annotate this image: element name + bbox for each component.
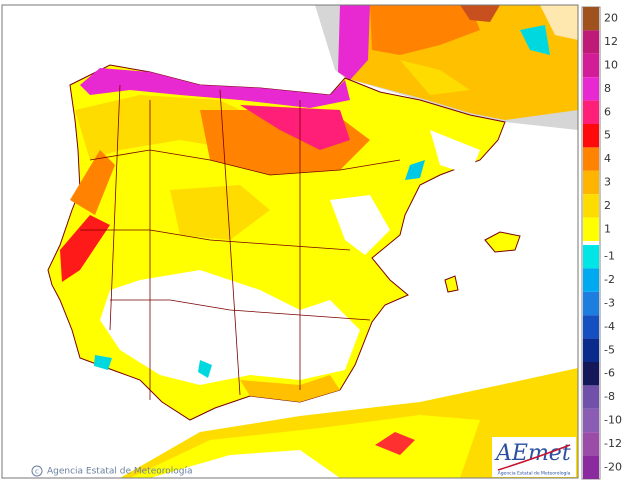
anomaly-area [330, 195, 390, 255]
legend-label: 12 [604, 35, 618, 48]
anomaly-area [405, 160, 425, 180]
legend-swatch [583, 291, 599, 316]
legend-label: -5 [604, 343, 615, 356]
anomaly-area [430, 130, 480, 175]
copyright-icon [31, 465, 43, 477]
legend-label: 8 [604, 82, 611, 95]
anomaly-area [240, 105, 350, 150]
legend-label: -4 [604, 320, 615, 333]
credit-text: Agencia Estatal de Meteorología [47, 467, 193, 477]
legend-label: 2 [604, 199, 611, 212]
legend-swatch [583, 245, 599, 269]
legend-label: -8 [604, 390, 615, 403]
legend-swatch [583, 53, 599, 78]
legend-swatch [583, 455, 599, 479]
anomaly-area [520, 25, 550, 55]
legend-swatch [583, 217, 599, 241]
legend-swatch [583, 338, 599, 362]
legend-label: 5 [604, 129, 611, 142]
anomaly-area [60, 215, 110, 282]
legend-swatch [583, 408, 599, 433]
copyright-icon-letter: c [35, 468, 39, 476]
legend-swatch [583, 315, 599, 339]
logo-background [492, 437, 576, 477]
legend-swatch [583, 170, 599, 195]
legend-label: 20 [604, 12, 618, 25]
logo-swoosh [497, 444, 571, 471]
legend-swatch [583, 432, 599, 456]
legend-label: 1 [604, 222, 611, 235]
anomaly-area [460, 5, 500, 22]
anomaly-area [94, 355, 112, 370]
anomaly-area [240, 375, 340, 402]
legend-label: -1 [604, 250, 615, 263]
legend-label: 4 [604, 152, 611, 165]
anomaly-area [375, 432, 415, 455]
legend-swatch [583, 100, 599, 124]
legend-label: -20 [604, 460, 622, 473]
credit: c Agencia Estatal de Meteorología [31, 465, 193, 477]
anomaly-area [338, 5, 370, 80]
anomaly-area [170, 185, 270, 240]
land-balearic [484, 231, 521, 253]
legend-swatch [583, 147, 599, 171]
legend-swatch [583, 268, 599, 292]
legend-label: 6 [604, 105, 611, 118]
legend-swatch [583, 385, 599, 409]
legend-label: -12 [604, 437, 622, 450]
anomaly-area [70, 150, 115, 215]
legend-label: -6 [604, 367, 615, 380]
legend: 20 12 10 8 6 5 4 3 2 1 -1 -2 -3 -4 -5 -6 -8 -10 -12 -20 [581, 6, 622, 480]
anomaly-area [540, 5, 578, 40]
anomaly-area [150, 450, 340, 478]
logo: AEmet Agencia Estatal de Meteorología [492, 437, 576, 477]
logo-name: AEmet [494, 441, 571, 466]
legend-swatch [583, 362, 599, 386]
map-frame [1, 4, 579, 479]
borders [80, 84, 401, 400]
legend-label: -2 [604, 273, 615, 286]
legend-swatch [583, 124, 599, 148]
legend-label: -3 [604, 297, 615, 310]
legend-label: -10 [604, 414, 622, 427]
anomaly-area [400, 60, 470, 95]
anomaly-area [80, 68, 350, 108]
anomaly-area [370, 5, 480, 55]
legend-label: 10 [604, 59, 618, 72]
legend-swatch [583, 30, 599, 54]
anomaly-fields [60, 68, 480, 402]
logo-subtitle: Agencia Estatal de Meteorología [498, 470, 571, 477]
map-area [2, 5, 578, 478]
legend-swatch [583, 77, 599, 101]
legend-swatch [583, 7, 599, 31]
legend-label: 3 [604, 176, 611, 189]
legend-swatch [583, 194, 599, 218]
anomaly-area [198, 360, 212, 378]
land-balearic [444, 275, 459, 293]
anomaly-area [100, 270, 360, 385]
